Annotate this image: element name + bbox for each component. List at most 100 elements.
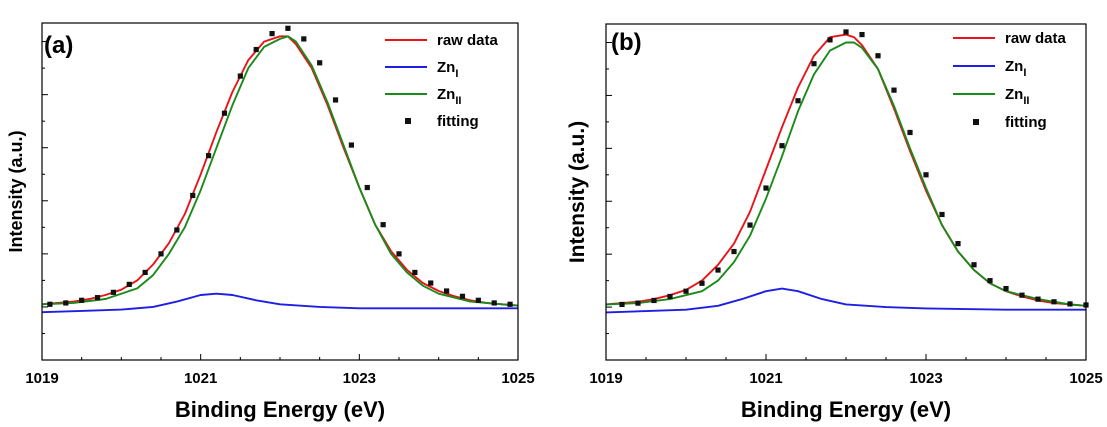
data-point <box>875 53 881 59</box>
chart-panel-a: 1019 1021 1023 1025 Binding Energy (eV) Inten… <box>6 22 535 422</box>
data-point <box>891 87 897 93</box>
legend-label-text: fitting <box>437 113 479 130</box>
data-point <box>190 192 196 199</box>
data-point <box>971 262 977 268</box>
data-point <box>699 280 705 286</box>
legend-label: ZnI <box>1005 58 1026 79</box>
data-point <box>380 222 386 228</box>
series-zn-ii-line <box>605 41 1087 307</box>
legend-label-subscript: I <box>455 68 458 80</box>
x-tick-label: 1025 <box>501 370 534 387</box>
legend-label: ZnII <box>1005 86 1029 107</box>
data-point <box>332 97 339 103</box>
data-point <box>683 288 689 294</box>
data-point <box>317 60 323 66</box>
x-tick-label: 1021 <box>184 370 217 387</box>
data-point <box>795 98 801 104</box>
data-point <box>907 129 913 136</box>
data-point <box>47 301 53 307</box>
legend-label-text: Zn <box>1005 86 1023 103</box>
data-point <box>955 240 961 247</box>
data-point <box>348 142 354 148</box>
series-zn-i-line <box>605 287 1086 314</box>
legend-label-text: Zn <box>437 86 455 103</box>
legend-label-subscript: I <box>1023 67 1026 79</box>
data-point <box>444 288 450 294</box>
data-point <box>364 184 370 191</box>
x-axis-label: Binding Energy (eV) <box>175 397 385 422</box>
data-point <box>206 153 212 159</box>
data-point <box>667 293 673 300</box>
legend-label-text: Zn <box>1005 58 1023 75</box>
legend-label: ZnII <box>437 86 461 107</box>
data-point <box>396 251 402 257</box>
data-point <box>715 267 721 273</box>
legend-label: raw data <box>1005 30 1067 47</box>
data-point <box>63 300 69 306</box>
data-point <box>94 295 101 301</box>
data-point <box>811 61 817 67</box>
x-tick-label: 1023 <box>909 370 942 387</box>
legend-label-subscript: II <box>455 95 461 107</box>
data-point <box>779 143 785 149</box>
data-point <box>763 185 769 191</box>
data-point <box>635 300 641 306</box>
data-point <box>731 248 737 255</box>
series-fitting-markers <box>47 25 513 307</box>
legend-label-text: Zn <box>437 59 455 76</box>
data-point <box>859 31 865 38</box>
data-point <box>285 25 291 31</box>
data-point <box>459 293 466 299</box>
series-zn-i-line <box>41 292 518 314</box>
data-point <box>1019 292 1025 298</box>
panel-label: (a) <box>44 32 73 59</box>
legend-marker <box>973 119 979 125</box>
data-point <box>301 36 307 42</box>
data-point <box>412 269 418 276</box>
data-point <box>221 110 228 116</box>
legend-marker <box>405 118 411 124</box>
data-point <box>1035 296 1041 302</box>
data-point <box>843 29 849 35</box>
data-point <box>126 281 132 287</box>
data-point <box>110 289 116 295</box>
data-point <box>158 251 164 257</box>
data-point <box>1067 301 1073 307</box>
legend-label: raw data <box>437 32 499 49</box>
data-point <box>491 300 497 306</box>
x-axis-label: Binding Energy (eV) <box>741 397 951 422</box>
data-point <box>651 297 657 304</box>
x-tick-label: 1023 <box>343 370 376 387</box>
x-tick-label: 1019 <box>25 370 58 387</box>
legend-label-text: fitting <box>1005 114 1047 131</box>
y-axis-label: Intensity (a.u.) <box>566 121 589 263</box>
legend-label-subscript: II <box>1023 95 1029 107</box>
data-point <box>619 301 625 308</box>
legend-label: fitting <box>437 113 479 130</box>
data-point <box>269 31 275 37</box>
chart-panel-b: 1019 1021 1023 1025 Binding Energy (eV) Inten… <box>566 23 1103 422</box>
panel-label: (b) <box>611 29 642 56</box>
y-axis-label: Intensity (a.u.) <box>6 130 26 252</box>
data-point <box>475 297 481 303</box>
data-point <box>1003 285 1009 292</box>
x-tick-label: 1025 <box>1069 370 1102 387</box>
data-point <box>428 280 434 286</box>
series-raw-data-line <box>41 35 519 307</box>
data-point <box>237 73 243 79</box>
data-point <box>827 37 833 43</box>
data-point <box>747 222 753 228</box>
data-point <box>923 172 929 178</box>
legend-label: fitting <box>1005 114 1047 131</box>
data-point <box>253 46 259 53</box>
data-point <box>79 297 85 303</box>
data-point <box>1051 299 1057 305</box>
data-point <box>142 269 148 276</box>
data-point <box>987 278 993 284</box>
series-zn-ii-line <box>41 35 519 307</box>
data-point <box>507 301 513 307</box>
legend-label-text: raw data <box>1005 30 1067 47</box>
legend-label: ZnI <box>437 59 458 80</box>
